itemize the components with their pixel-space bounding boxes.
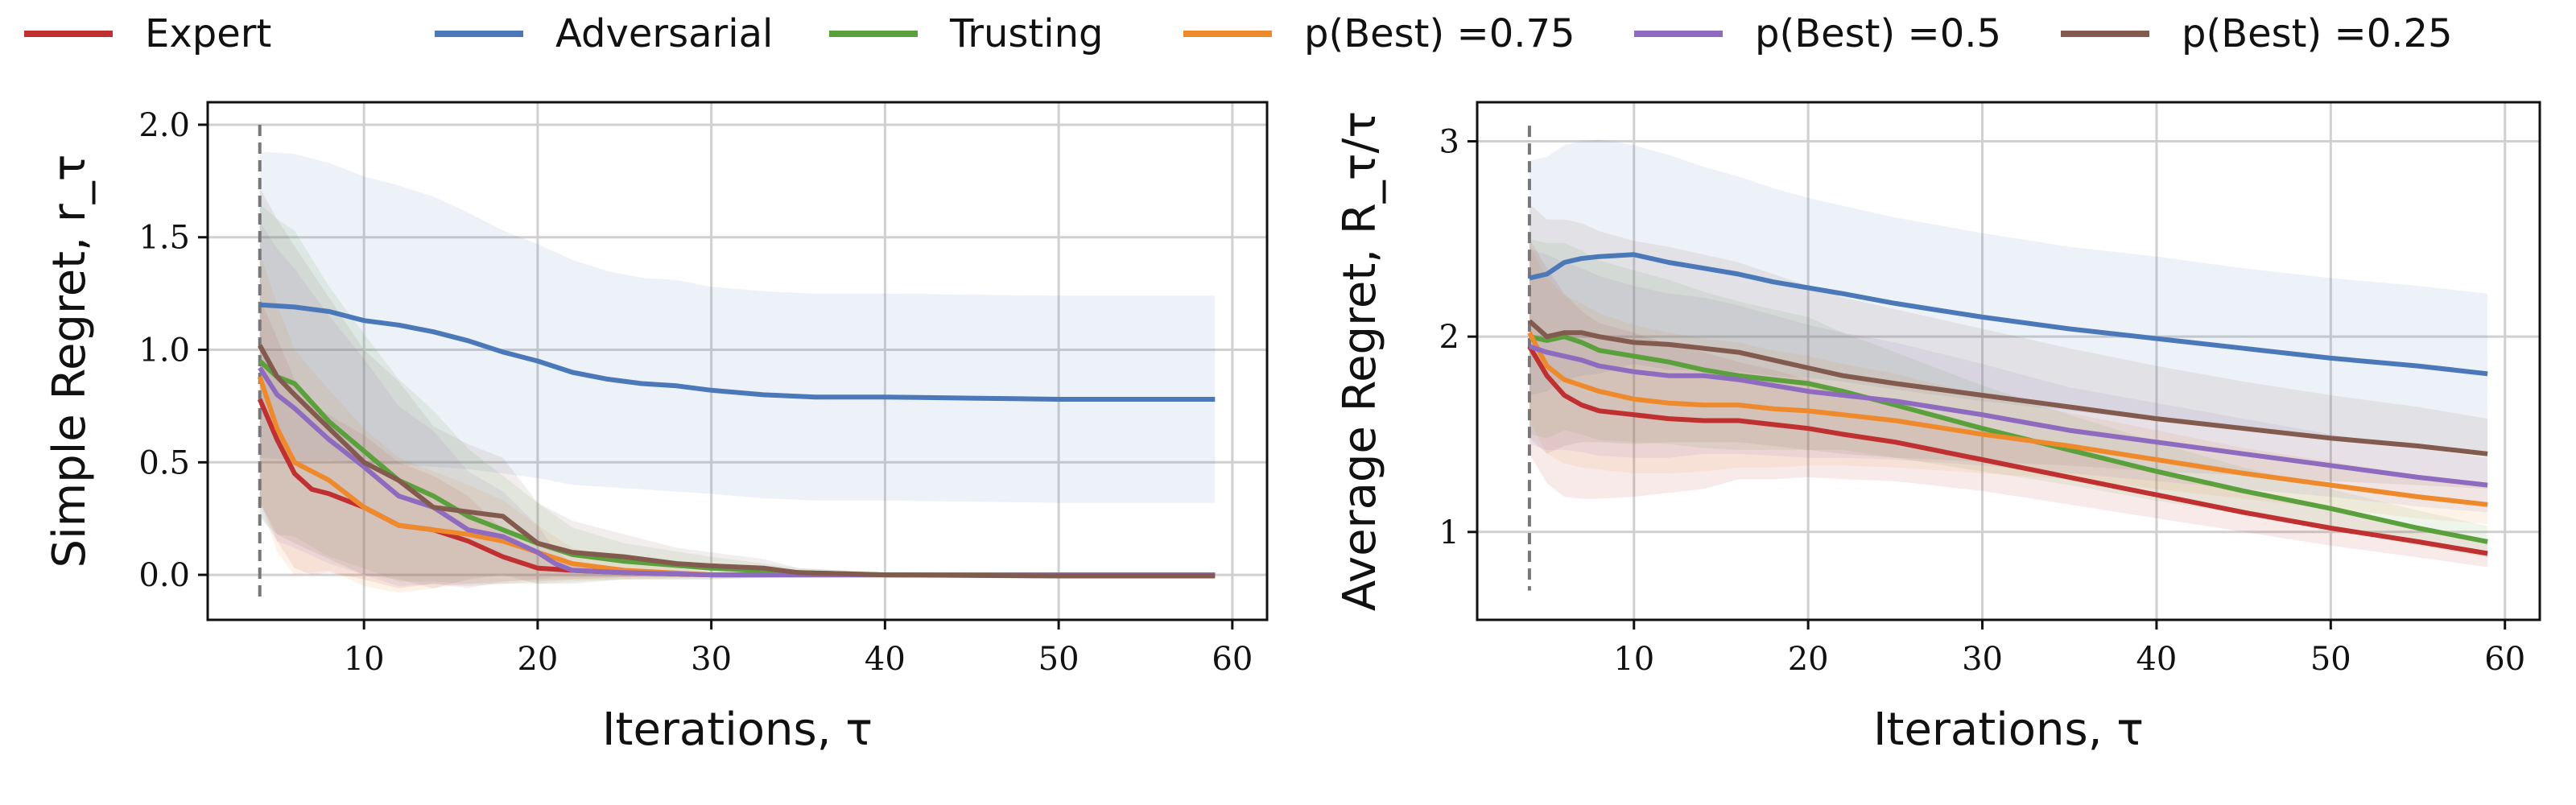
x-tick-label: 40 — [2136, 641, 2177, 678]
legend-label: Expert — [145, 11, 271, 56]
legend-entry: p(Best) =0.25 — [2061, 11, 2453, 56]
series-line-5 — [1527, 319, 2488, 456]
series-line-4 — [258, 366, 1216, 578]
x-tick-label: 30 — [1962, 641, 2003, 678]
legend-entry: p(Best) =0.5 — [1634, 11, 2001, 56]
y-axis-label: Average Regret, R_τ/τ — [1334, 111, 1386, 611]
x-tick-label: 50 — [2310, 641, 2351, 678]
y-tick-label: 0.0 — [138, 557, 190, 594]
series-line-1 — [1529, 252, 2488, 377]
legend: Expert Adversarial Trusting p(Best) =0.75 p(… — [24, 11, 2453, 56]
legend-label: Trusting — [949, 11, 1103, 56]
y-tick-label: 3 — [1439, 124, 1459, 161]
legend-label: Adversarial — [555, 11, 773, 56]
series-line-2 — [258, 359, 1216, 578]
legend-entry: Adversarial — [435, 11, 773, 56]
legend-label: p(Best) =0.75 — [1304, 11, 1575, 56]
x-tick-label: 40 — [865, 641, 906, 678]
x-axis-label: Iterations, τ — [602, 704, 873, 756]
confidence-band-1 — [259, 151, 1216, 503]
legend-entry: Expert — [24, 11, 271, 56]
x-tick-label: 20 — [517, 641, 558, 678]
confidence-band-2 — [259, 203, 1216, 584]
y-tick-label: 2.0 — [138, 107, 190, 144]
plot-frame — [1476, 101, 2541, 621]
confidence-band-1 — [1529, 139, 2488, 454]
plot-frame — [206, 101, 1269, 621]
y-tick-label: 1.0 — [138, 332, 190, 369]
confidence-band-3 — [259, 253, 1216, 593]
series-line-5 — [258, 344, 1216, 579]
series-line-3 — [1527, 331, 2488, 507]
confidence-band-4 — [1529, 249, 2488, 513]
confidence-band-4 — [259, 221, 1216, 588]
y-tick-label: 2 — [1439, 319, 1459, 356]
average-regret-chart: 10 20 30 40 50 60 1 2 3 Iterations, τ Average Regr… — [1334, 101, 2541, 756]
series-line-2 — [1529, 334, 2488, 544]
x-tick-label: 30 — [691, 641, 732, 678]
x-tick-label: 10 — [344, 641, 385, 678]
x-tick-label: 60 — [2484, 641, 2525, 678]
legend-entry: p(Best) =0.75 — [1183, 11, 1575, 56]
y-tick-label: 0.5 — [138, 444, 190, 481]
legend-entry: Trusting — [829, 11, 1103, 56]
y-tick-label: 1.5 — [138, 220, 190, 257]
series-line-1 — [259, 302, 1216, 402]
confidence-band-5 — [259, 188, 1216, 588]
x-axis-label: Iterations, τ — [1873, 704, 2144, 756]
x-tick-label: 10 — [1613, 641, 1654, 678]
legend-label: p(Best) =0.5 — [1755, 11, 2001, 56]
y-axis-label: Simple Regret, r_τ — [43, 155, 96, 568]
x-tick-label: 50 — [1038, 641, 1080, 678]
series-line-0 — [1527, 345, 2488, 556]
x-tick-label: 20 — [1788, 641, 1829, 678]
confidence-band-0 — [259, 298, 1216, 588]
series-line-4 — [1528, 344, 2488, 488]
x-tick-label: 60 — [1212, 641, 1253, 678]
y-tick-label: 1 — [1439, 514, 1459, 551]
legend-label: p(Best) =0.25 — [2182, 11, 2453, 56]
confidence-band-5 — [1529, 204, 2488, 489]
simple-regret-chart: 10 20 30 40 50 60 0.0 0.5 1.0 1.5 2.0 Iterations, τ… — [43, 101, 1269, 756]
